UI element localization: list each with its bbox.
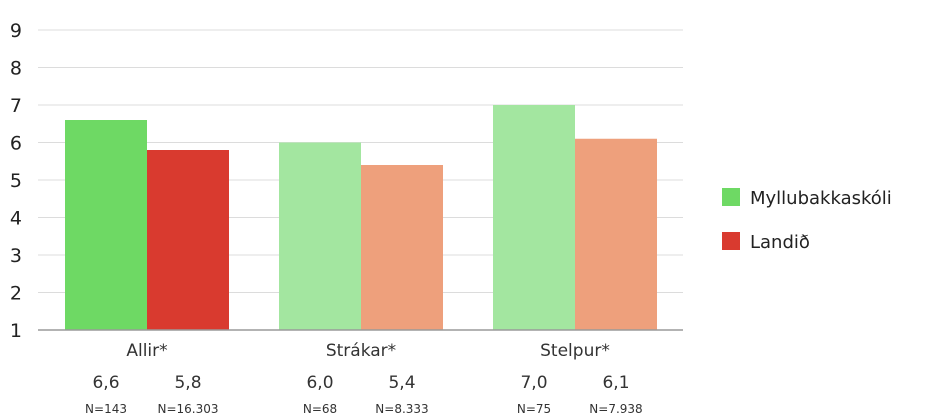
y-tick-label: 2 xyxy=(10,283,22,305)
y-tick-label: 4 xyxy=(10,208,22,230)
value-label: 6,6 xyxy=(92,373,119,393)
n-label: N=143 xyxy=(85,402,127,416)
bar xyxy=(147,150,229,330)
x-category-label: Strákar* xyxy=(326,341,396,361)
n-label: N=75 xyxy=(517,402,551,416)
y-tick-label: 9 xyxy=(10,20,22,42)
n-label: N=8.333 xyxy=(375,402,428,416)
value-label: 7,0 xyxy=(520,373,547,393)
y-tick-label: 6 xyxy=(10,133,22,155)
y-tick-label: 7 xyxy=(10,95,22,117)
y-tick-label: 1 xyxy=(10,320,22,342)
value-label: 5,8 xyxy=(174,373,201,393)
n-label: N=7.938 xyxy=(589,402,642,416)
value-label: 6,1 xyxy=(602,373,629,393)
bar xyxy=(575,138,657,330)
y-tick-label: 8 xyxy=(10,58,22,80)
y-tick-label: 5 xyxy=(10,170,22,192)
legend-label: Landið xyxy=(750,232,810,253)
bar xyxy=(279,142,361,330)
value-label: 5,4 xyxy=(388,373,415,393)
n-label: N=16.303 xyxy=(157,402,218,416)
bar xyxy=(65,120,147,330)
y-tick-label: 3 xyxy=(10,245,22,267)
x-category-label: Allir* xyxy=(126,341,167,361)
bar xyxy=(361,165,443,330)
value-label: 6,0 xyxy=(306,373,333,393)
bar xyxy=(493,105,575,330)
legend-swatch xyxy=(722,232,740,250)
n-label: N=68 xyxy=(303,402,337,416)
x-category-label: Stelpur* xyxy=(540,341,610,361)
legend-label: Myllubakkaskóli xyxy=(750,188,892,209)
legend-swatch xyxy=(722,188,740,206)
